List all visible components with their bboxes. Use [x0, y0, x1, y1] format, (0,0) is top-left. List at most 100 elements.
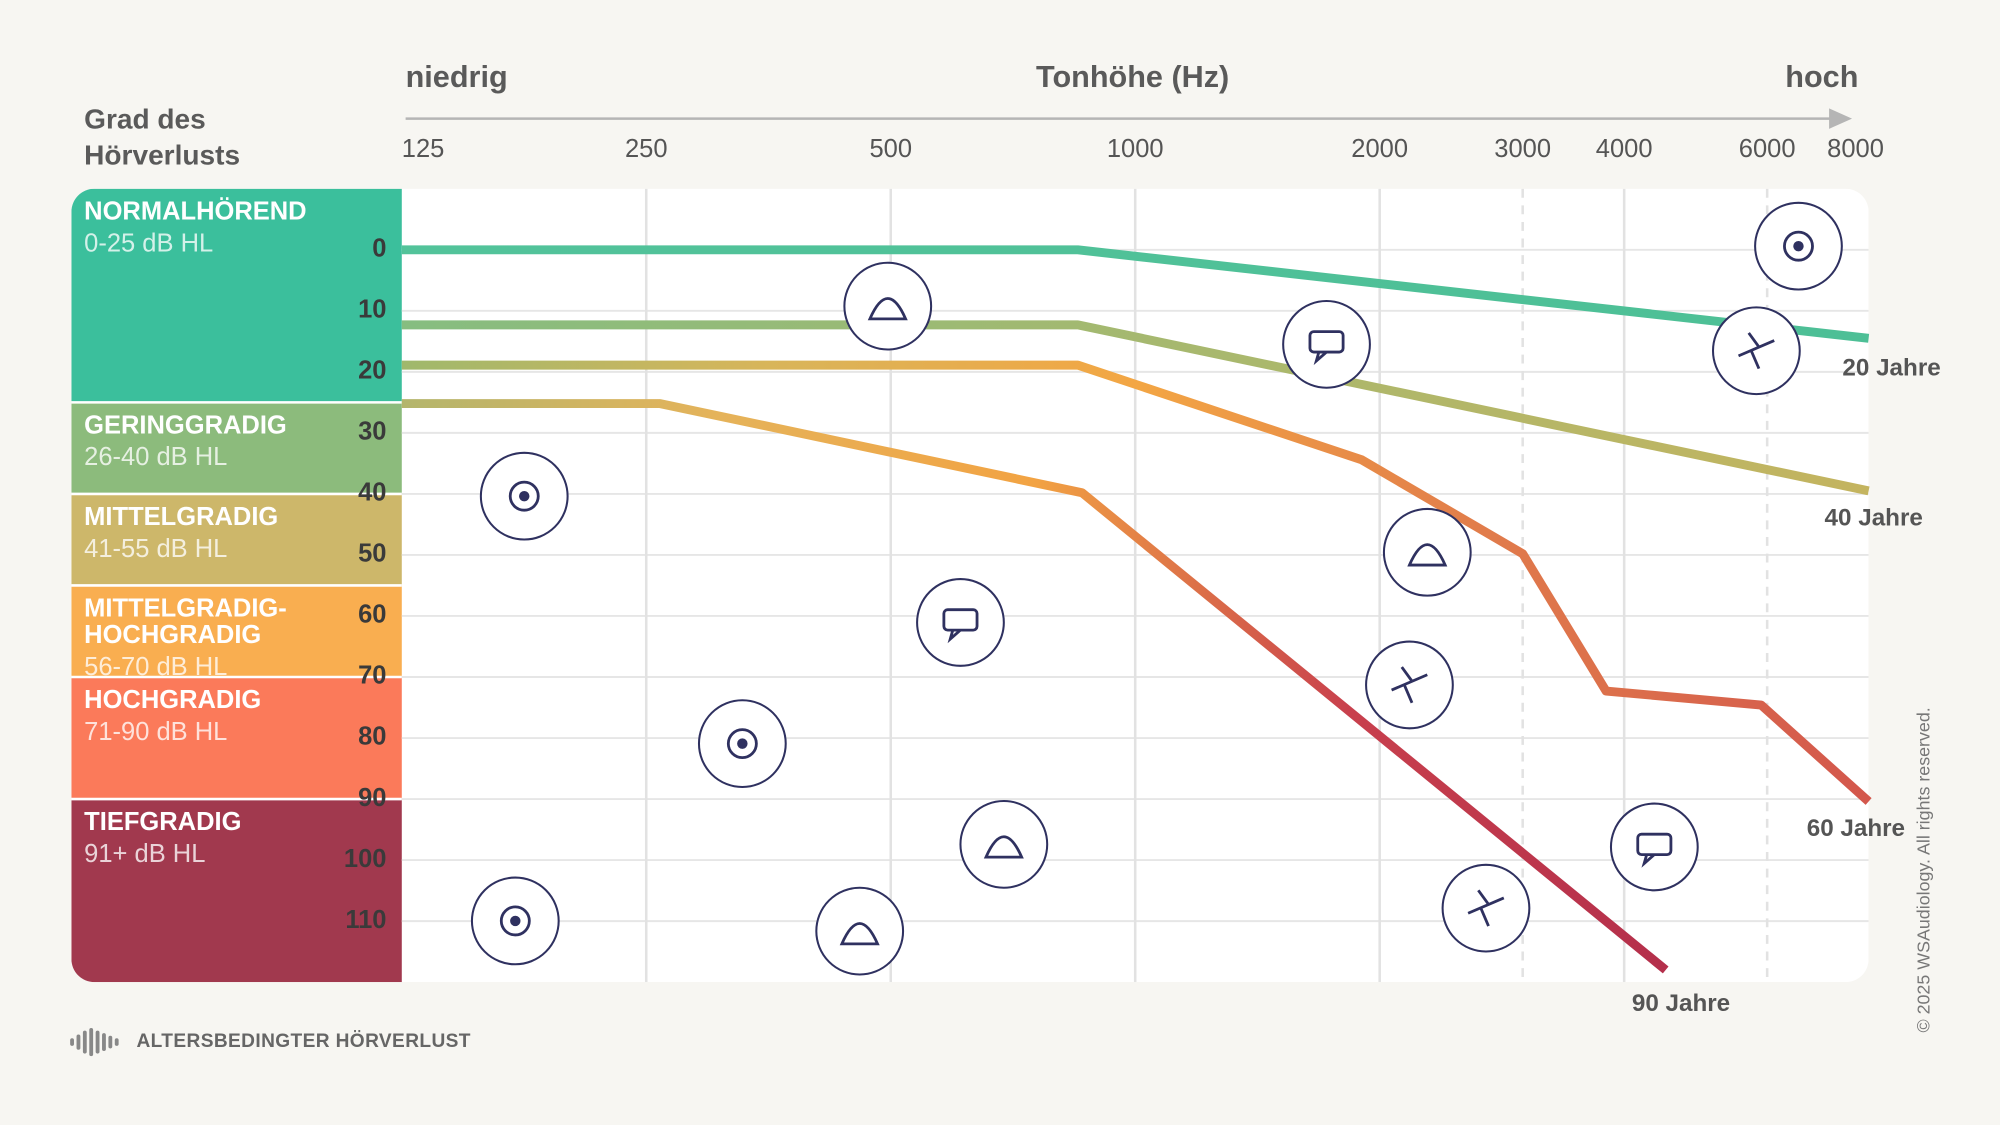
sound-icon: [1441, 863, 1531, 953]
axis-low-label: niedrig: [406, 60, 508, 94]
x-tick-label: 500: [869, 135, 912, 163]
glyph: [1793, 240, 1804, 252]
series-label: 20 Jahre: [1842, 354, 1940, 381]
band-name: NORMALHÖREND: [84, 197, 306, 226]
glyph: [839, 922, 880, 946]
x-tick-label: 125: [402, 135, 445, 163]
series-label: 60 Jahre: [1807, 815, 1905, 842]
glyph: [947, 629, 962, 644]
series-line: [401, 320, 1870, 496]
sound-icon: [1711, 306, 1801, 396]
band-name: MITTELGRADIG: [84, 503, 278, 531]
severity-band: [71, 188, 402, 403]
severity-band: [71, 677, 402, 800]
icons: [470, 201, 1843, 976]
sound-icon-glyph: [1308, 330, 1345, 366]
sound-icon: [1382, 507, 1472, 597]
grid: [401, 188, 1869, 983]
sound-icon-glyph: [508, 480, 540, 512]
glyph: [1313, 350, 1328, 366]
sound-icon-glyph: [942, 608, 979, 644]
severity-band: [71, 799, 402, 983]
glyph: [519, 490, 530, 502]
y-tick-label: 110: [345, 906, 386, 934]
glyph: [867, 297, 908, 321]
y-tick-label: 60: [358, 601, 386, 629]
glyph: [1407, 543, 1448, 567]
footer: ALTERSBEDINGTER HÖRVERLUST: [136, 1031, 470, 1052]
sound-icon: [916, 578, 1005, 667]
lines: [401, 245, 1872, 974]
footer-logo: [70, 1028, 119, 1057]
band-range: 91+ dB HL: [84, 840, 205, 868]
sound-icon-glyph: [1407, 543, 1448, 567]
x-tick-label: 4000: [1596, 135, 1653, 163]
severity-band: [71, 402, 402, 494]
glyph: [1737, 332, 1775, 370]
x-tick-label: 6000: [1739, 135, 1796, 163]
sound-icon: [1365, 640, 1454, 730]
labels: NORMALHÖREND 0-25 dB HL GERINGGRADIG 26-40 …: [84, 135, 1941, 1017]
series-line: [401, 360, 1872, 805]
band-range: 41-55 dB HL: [84, 535, 227, 563]
glyph: [1783, 230, 1814, 262]
band-range: 71-90 dB HL: [84, 718, 227, 746]
x-tick-label: 250: [625, 135, 668, 163]
x-tick-label: 8000: [1827, 135, 1884, 163]
series-label: 90 Jahre: [1632, 990, 1730, 1017]
glyph: [1467, 889, 1505, 927]
series-line: [401, 245, 1870, 343]
glyph: [726, 728, 758, 760]
glyph: [499, 905, 531, 937]
band-name: GERINGGRADIG: [84, 411, 287, 439]
severity-band: [71, 585, 402, 678]
chart-title: Tonhöhe (Hz): [1036, 60, 1229, 94]
sound-icon-glyph: [983, 835, 1024, 859]
sound-icon: [1609, 802, 1699, 892]
sound-icon-glyph: [1636, 832, 1673, 868]
y-tick-label: 40: [358, 479, 386, 507]
glyph: [737, 738, 748, 749]
band-name: MITTELGRADIG-: [84, 594, 287, 622]
y-tick-label: 0: [372, 235, 386, 263]
x-tick-label: 2000: [1351, 135, 1408, 163]
sound-icon: [815, 886, 905, 976]
band-range: 0-25 dB HL: [84, 230, 213, 258]
axis-arrow-head: [1829, 108, 1853, 129]
sound-icon: [843, 261, 933, 351]
y-tick-label: 100: [344, 845, 387, 873]
sound-icon: [959, 800, 1049, 889]
glyph: [510, 915, 521, 927]
series-line: [401, 399, 1669, 974]
x-tick-label: 1000: [1107, 135, 1164, 163]
y-tick-label: 30: [358, 418, 386, 446]
y-tick-label: 20: [358, 357, 386, 385]
y-title: Hörverlusts: [84, 139, 240, 170]
axis-high-label: hoch: [1785, 60, 1858, 94]
sound-icon: [1282, 299, 1371, 389]
severity-band: [71, 493, 402, 586]
sound-icon-glyph: [867, 297, 908, 321]
glyph: [508, 480, 540, 512]
band-name: TIEFGRADIG: [84, 808, 241, 836]
glyph: [983, 835, 1024, 859]
band-range: 26-40 dB HL: [84, 443, 227, 471]
bands: [71, 188, 402, 983]
sound-icon-glyph: [1737, 332, 1775, 370]
band-name: HOCHGRADIG: [84, 621, 261, 649]
band-range: 56-70 dB HL: [84, 653, 227, 681]
glyph: [1391, 666, 1428, 704]
y-title: Grad des: [84, 104, 206, 135]
series-label: 40 Jahre: [1825, 504, 1923, 531]
x-tick-label: 3000: [1494, 135, 1551, 163]
y-tick-label: 70: [358, 662, 386, 690]
sound-icon-glyph: [1391, 666, 1428, 704]
y-tick-label: 10: [358, 296, 386, 324]
copyright: © 2025 WSAudiology. All rights reserved.: [1913, 707, 1933, 1032]
y-tick-label: 90: [358, 784, 386, 812]
sound-icon-glyph: [1467, 889, 1505, 927]
y-tick-label: 80: [358, 723, 386, 751]
y-tick-label: 50: [358, 540, 386, 568]
